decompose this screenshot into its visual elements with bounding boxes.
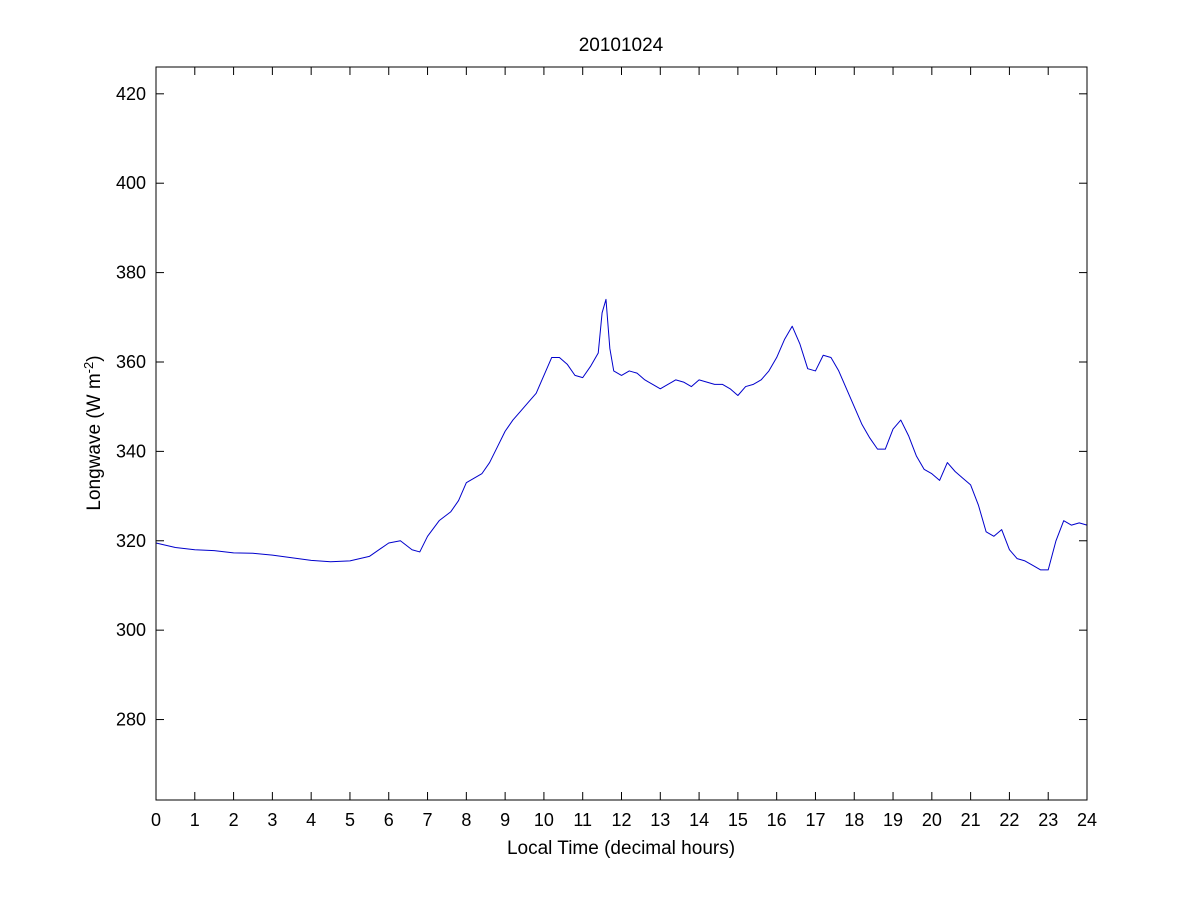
- x-tick-label-5: 5: [345, 810, 355, 830]
- y-axis-title: Longwave (W m-2): [81, 355, 105, 510]
- x-tick-label-15: 15: [728, 810, 748, 830]
- x-tick-label-16: 16: [767, 810, 787, 830]
- x-tick-label-7: 7: [423, 810, 433, 830]
- x-tick-label-24: 24: [1077, 810, 1097, 830]
- x-tick-label-12: 12: [611, 810, 631, 830]
- x-tick-label-17: 17: [805, 810, 825, 830]
- x-tick-label-23: 23: [1038, 810, 1058, 830]
- x-tick-label-19: 19: [883, 810, 903, 830]
- y-axis-title-close: ): [84, 355, 105, 361]
- x-tick-label-18: 18: [844, 810, 864, 830]
- y-tick-label-400: 400: [116, 173, 146, 193]
- x-tick-label-0: 0: [151, 810, 161, 830]
- series-layer: [155, 298, 1088, 571]
- axis-ticks: 0 1 2 3 4 5 6 7 8 9 10 11 12 13 14 15 16 17 18 19 20 21 22 23 24…: [116, 67, 1097, 830]
- x-tick-label-10: 10: [534, 810, 554, 830]
- y-tick-label-420: 420: [116, 84, 146, 104]
- x-tick-label-2: 2: [229, 810, 239, 830]
- x-tick-label-1: 1: [190, 810, 200, 830]
- y-tick-label-300: 300: [116, 620, 146, 640]
- x-axis-title: Local Time (decimal hours): [507, 838, 735, 859]
- x-tick-label-8: 8: [461, 810, 471, 830]
- y-axis-title-superscript: -2: [81, 362, 96, 374]
- y-tick-label-340: 340: [116, 441, 146, 461]
- x-tick-label-14: 14: [689, 810, 709, 830]
- x-tick-label-6: 6: [384, 810, 394, 830]
- y-tick-label-280: 280: [116, 710, 146, 730]
- y-axis-title-main: Longwave (W m: [84, 373, 105, 510]
- x-tick-label-4: 4: [306, 810, 316, 830]
- plot-frame: [155, 66, 1088, 801]
- x-tick-label-9: 9: [500, 810, 510, 830]
- x-tick-label-3: 3: [267, 810, 277, 830]
- x-tick-label-21: 21: [961, 810, 981, 830]
- x-tick-label-11: 11: [573, 810, 592, 830]
- series-line-0: [155, 298, 1088, 571]
- y-tick-label-360: 360: [116, 352, 146, 372]
- plot-area-background: [156, 67, 1087, 800]
- y-tick-label-380: 380: [116, 263, 146, 283]
- y-tick-label-320: 320: [116, 531, 146, 551]
- x-tick-label-20: 20: [922, 810, 942, 830]
- chart-title: 20101024: [579, 35, 664, 56]
- x-tick-label-22: 22: [999, 810, 1019, 830]
- x-tick-label-13: 13: [650, 810, 670, 830]
